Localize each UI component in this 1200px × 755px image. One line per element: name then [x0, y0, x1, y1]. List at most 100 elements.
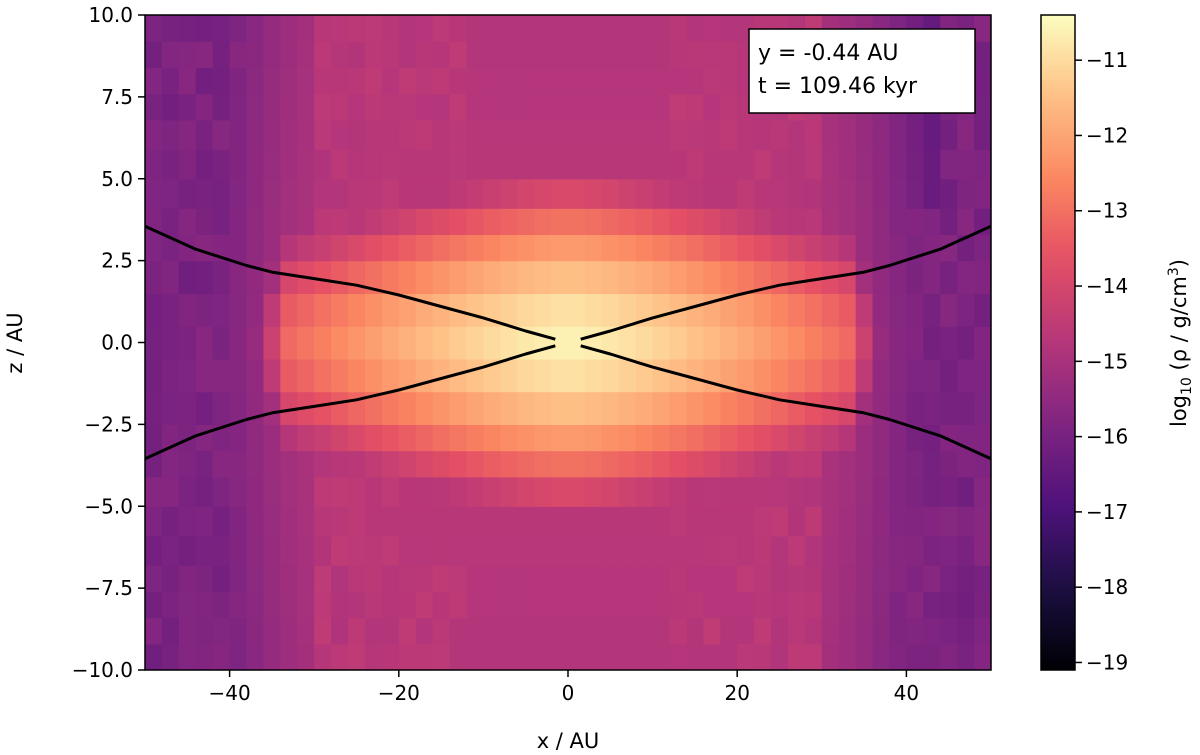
- heatmap-cell: [466, 93, 484, 121]
- heatmap-cell: [348, 391, 366, 425]
- heatmap-cell: [635, 93, 654, 121]
- heatmap-cell: [737, 358, 755, 393]
- heatmap-cell: [703, 260, 721, 294]
- heatmap-cell: [381, 450, 400, 478]
- heatmap-cell: [178, 119, 197, 150]
- heatmap-cell: [601, 565, 620, 592]
- heatmap-cell: [280, 476, 298, 507]
- heatmap-cell: [534, 565, 552, 592]
- annotation-line-2: t = 109.46 kyr: [758, 74, 918, 99]
- heatmap-cell: [737, 565, 755, 592]
- heatmap-cell: [415, 67, 434, 95]
- heatmap-cell: [601, 149, 620, 180]
- heatmap-cell: [568, 67, 586, 95]
- heatmap-cell: [686, 260, 704, 294]
- heatmap-cell: [703, 326, 721, 360]
- heatmap-cell: [923, 260, 941, 294]
- heatmap-cell: [246, 591, 265, 619]
- heatmap-cell: [838, 565, 857, 592]
- heatmap-cell: [737, 591, 755, 619]
- heatmap-cell: [381, 119, 400, 150]
- heatmap-cell: [838, 643, 857, 670]
- heatmap-cell: [923, 358, 941, 393]
- heatmap-cell: [821, 234, 840, 262]
- heatmap-cell: [635, 591, 654, 619]
- heatmap-cell: [804, 260, 823, 294]
- heatmap-cell: [568, 326, 586, 360]
- heatmap-cell: [601, 119, 620, 150]
- heatmap-cell: [517, 643, 535, 670]
- heatmap-cell: [415, 41, 434, 68]
- heatmap-cell: [889, 617, 907, 645]
- heatmap-cell: [906, 119, 924, 150]
- heatmap-cell: [855, 643, 874, 670]
- heatmap-cell: [466, 643, 484, 670]
- colorbar-tick-label: −19: [1086, 650, 1128, 674]
- heatmap-cell: [652, 476, 671, 507]
- heatmap-cell: [432, 391, 451, 425]
- heatmap-cell: [331, 476, 349, 507]
- heatmap-cell: [703, 15, 721, 42]
- heatmap-cell: [703, 149, 721, 180]
- heatmap-cell: [500, 208, 518, 236]
- heatmap-cell: [348, 424, 366, 452]
- heatmap-cell: [229, 391, 248, 425]
- heatmap-cell: [787, 391, 806, 425]
- heatmap-cell: [568, 149, 586, 180]
- colorbar-tick-label: −12: [1086, 123, 1128, 147]
- heatmap-cell: [297, 476, 315, 507]
- heatmap-cell: [601, 41, 620, 68]
- heatmap-cell: [229, 535, 248, 566]
- heatmap-cell: [331, 293, 349, 327]
- heatmap-cell: [635, 41, 654, 68]
- heatmap-cell: [923, 326, 941, 360]
- heatmap-cell: [551, 391, 569, 425]
- heatmap-cell: [787, 178, 806, 209]
- heatmap-cell: [280, 41, 298, 68]
- heatmap-cell: [771, 178, 789, 209]
- heatmap-cell: [940, 358, 958, 393]
- heatmap-cell: [398, 643, 417, 670]
- heatmap-cell: [145, 15, 163, 42]
- heatmap-cell: [297, 119, 315, 150]
- heatmap-cell: [568, 391, 586, 425]
- heatmap-cell: [314, 565, 332, 592]
- heatmap-cell: [669, 178, 688, 209]
- heatmap-cell: [263, 326, 281, 360]
- heatmap-cell: [635, 234, 654, 262]
- heatmap-cell: [483, 326, 501, 360]
- heatmap-cell: [415, 326, 434, 360]
- heatmap-cell: [855, 119, 874, 150]
- heatmap-cell: [940, 450, 958, 478]
- heatmap-cell: [872, 506, 891, 537]
- heatmap-cell: [415, 450, 434, 478]
- heatmap-cell: [906, 391, 924, 425]
- heatmap-cell: [297, 424, 315, 452]
- heatmap-cell: [584, 565, 603, 592]
- heatmap-cell: [923, 643, 941, 670]
- heatmap-cell: [534, 119, 552, 150]
- heatmap-cell: [787, 149, 806, 180]
- heatmap-cell: [737, 326, 755, 360]
- heatmap-cell: [415, 535, 434, 566]
- heatmap-cell: [348, 178, 366, 209]
- heatmap-cell: [754, 208, 772, 236]
- heatmap-cell: [364, 358, 383, 393]
- heatmap-cell: [754, 643, 772, 670]
- heatmap-cell: [838, 119, 857, 150]
- heatmap-cell: [432, 234, 451, 262]
- heatmap-cell: [145, 643, 163, 670]
- heatmap-cell: [754, 424, 772, 452]
- heatmap-cell: [771, 326, 789, 360]
- heatmap-cell: [720, 41, 738, 68]
- heatmap-cell: [466, 424, 484, 452]
- heatmap-cell: [348, 293, 366, 327]
- heatmap-cell: [923, 450, 941, 478]
- heatmap-cell: [297, 358, 315, 393]
- heatmap-cell: [381, 234, 400, 262]
- heatmap-cell: [872, 208, 891, 236]
- heatmap-cell: [601, 358, 620, 393]
- heatmap-cell: [534, 391, 552, 425]
- x-axis-label: x / AU: [537, 729, 600, 753]
- x-axis-ticks: −40 −20 0 20 40: [208, 670, 919, 705]
